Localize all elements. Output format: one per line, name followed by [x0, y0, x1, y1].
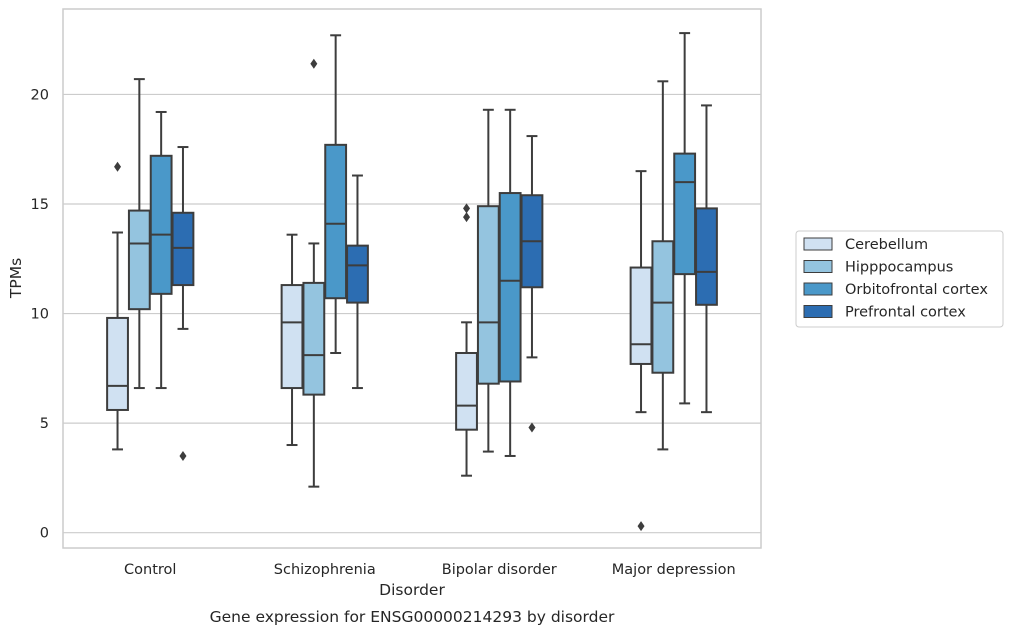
x-tick-label: Bipolar disorder	[442, 562, 557, 578]
legend-label: Orbitofrontal cortex	[845, 282, 988, 298]
x-axis-ticks: Control Schizophrenia Bipolar disorder Majo…	[124, 562, 736, 578]
chart-caption: Gene expression for ENSG00000214293 by d…	[210, 608, 615, 626]
box-iqr	[149, 154, 173, 295]
outlier-point	[528, 422, 536, 433]
y-tick-label: 10	[31, 307, 49, 323]
box-iqr	[498, 192, 522, 383]
y-tick-label: 20	[31, 87, 49, 103]
box-iqr	[127, 209, 151, 311]
box-group	[171, 146, 195, 461]
outlier-point	[179, 450, 187, 461]
box-group	[280, 233, 304, 447]
y-tick-label: 0	[40, 526, 49, 542]
box-iqr	[106, 316, 129, 411]
box-group	[520, 135, 544, 433]
box-group	[651, 80, 675, 451]
y-axis-ticks: 0 5 10 15 20	[31, 87, 49, 541]
y-axis-label: TPMs	[7, 258, 25, 299]
legend-frame	[795, 230, 1004, 328]
box-iqr	[324, 143, 348, 300]
legend-swatch	[803, 260, 833, 273]
legend-swatch	[803, 282, 833, 296]
box-group	[346, 174, 369, 390]
x-axis-label: Disorder	[379, 581, 445, 599]
y-tick-label: 5	[40, 416, 49, 432]
box-iqr	[651, 240, 675, 374]
box-group	[324, 34, 348, 354]
box-group	[149, 110, 173, 390]
gridlines	[63, 93, 761, 534]
outlier-point	[637, 521, 645, 532]
box-group	[673, 32, 697, 405]
legend-label: Cerebellum	[845, 237, 928, 253]
x-tick-label: Schizophrenia	[274, 562, 376, 578]
box-iqr	[302, 281, 326, 396]
box-group	[498, 108, 522, 457]
legend-swatch	[803, 305, 833, 318]
box-group	[476, 108, 500, 453]
box-group	[629, 170, 653, 532]
box-iqr	[476, 205, 500, 385]
box-plots	[106, 32, 718, 532]
box-iqr	[673, 152, 697, 276]
outlier-point	[463, 203, 471, 214]
box-iqr	[280, 284, 304, 390]
box-iqr	[695, 207, 718, 306]
outlier-point	[310, 58, 318, 69]
box-iqr	[455, 351, 478, 431]
x-tick-label: Control	[124, 562, 176, 578]
box-group	[695, 104, 718, 414]
legend: Cerebellum Hipppocampus Orbitofrontal cort…	[795, 230, 1004, 328]
outlier-point	[114, 161, 122, 172]
y-tick-label: 15	[31, 197, 49, 213]
legend-swatch	[803, 237, 833, 251]
legend-label: Prefrontal cortex	[845, 305, 966, 321]
box-iqr	[171, 211, 195, 287]
legend-label: Hipppocampus	[845, 260, 953, 276]
box-group	[106, 161, 129, 451]
box-iqr	[346, 244, 369, 304]
box-iqr	[629, 266, 653, 365]
plot-frame	[62, 8, 762, 549]
box-group	[455, 203, 478, 477]
outlier-point	[463, 212, 471, 223]
box-group	[127, 78, 151, 390]
x-tick-label: Major depression	[612, 562, 736, 578]
box-group	[302, 58, 326, 488]
